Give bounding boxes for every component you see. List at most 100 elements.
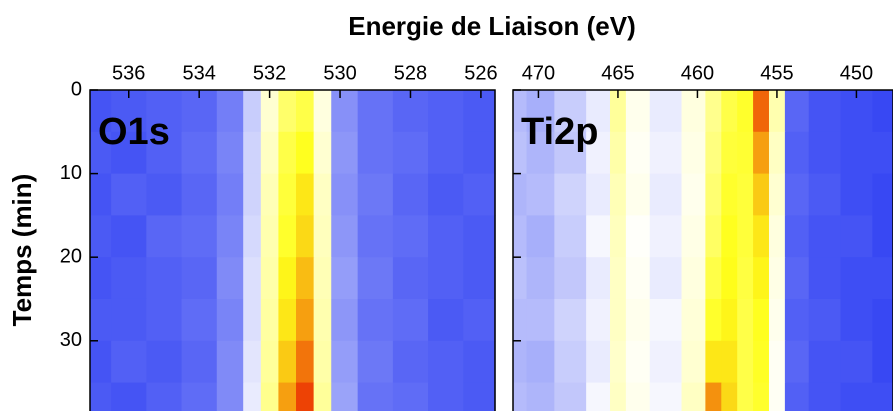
heatmap-cell xyxy=(331,215,359,258)
heatmap-cell xyxy=(554,298,587,342)
heatmap-cell xyxy=(216,257,244,300)
heatmap-cell xyxy=(428,131,464,175)
heatmap-cell xyxy=(463,90,496,133)
heatmap-cell xyxy=(146,382,183,411)
heatmap-cell xyxy=(513,382,528,411)
heatmap-cell xyxy=(146,298,183,342)
heatmap-cell xyxy=(278,298,297,342)
heatmap-cell xyxy=(753,257,770,300)
heatmap-cell xyxy=(243,90,262,133)
heatmap-cell xyxy=(260,173,280,216)
heatmap-cell xyxy=(216,131,244,175)
heatmap-cell xyxy=(554,340,587,384)
heatmap-cell xyxy=(840,131,873,175)
heatmap-cell xyxy=(840,173,873,216)
heatmap-cell xyxy=(296,340,315,384)
heatmap-cell xyxy=(513,298,528,342)
heatmap-cell xyxy=(313,131,332,175)
heatmap-cell xyxy=(243,340,262,384)
heatmap-cell xyxy=(681,340,706,384)
heatmap-cell xyxy=(721,382,738,411)
heatmap-cell xyxy=(463,131,496,175)
y-tick-label: 20 xyxy=(60,245,82,267)
heatmap-cell xyxy=(625,340,651,384)
heatmap-cell xyxy=(681,90,706,133)
heatmap-cell xyxy=(554,131,587,175)
heatmap-cell xyxy=(216,382,244,411)
heatmap-cell xyxy=(737,90,754,133)
heatmap-cell xyxy=(90,382,112,411)
heatmap-cell xyxy=(649,257,683,300)
heatmap-cell xyxy=(609,257,627,300)
heatmap-cell xyxy=(146,215,183,258)
heatmap-cell xyxy=(331,382,359,411)
heatmap-cell xyxy=(513,131,528,175)
heatmap-cell xyxy=(554,215,587,258)
heatmap-cell xyxy=(737,382,754,411)
heatmap-cell xyxy=(313,90,332,133)
heatmap-cell xyxy=(526,173,555,216)
heatmap-cell xyxy=(313,215,332,258)
heatmap-cell xyxy=(526,215,555,258)
heatmap-cell xyxy=(586,340,611,384)
heatmap-cell xyxy=(808,90,842,133)
y-tick-label: 30 xyxy=(60,329,82,351)
heatmap-cell xyxy=(216,340,244,384)
heatmap-cell xyxy=(840,215,873,258)
heatmap-cell xyxy=(428,298,464,342)
heatmap-cell xyxy=(357,131,394,175)
heatmap-cell xyxy=(526,90,555,133)
heatmap-cell xyxy=(463,173,496,216)
x-tick-label: 528 xyxy=(394,62,427,84)
heatmap-cell xyxy=(705,131,722,175)
heatmap-cell xyxy=(260,382,280,411)
heatmap-cell xyxy=(392,131,429,175)
heatmap-cell xyxy=(609,173,627,216)
heatmap-cell xyxy=(296,173,315,216)
heatmap-cell xyxy=(609,90,627,133)
heatmap-cell xyxy=(681,298,706,342)
heatmap-cell xyxy=(753,90,770,133)
heatmap-cell xyxy=(260,340,280,384)
heatmap-cell xyxy=(609,131,627,175)
x-tick-label: 530 xyxy=(323,62,356,84)
heatmap-cell xyxy=(357,173,394,216)
heatmap-cell xyxy=(609,298,627,342)
panel-label: O1s xyxy=(98,111,170,153)
y-tick-label: 0 xyxy=(71,78,82,100)
heatmap-cell xyxy=(111,173,147,216)
heatmap-cell xyxy=(649,340,683,384)
heatmap-cell xyxy=(313,298,332,342)
y-tick-label: 10 xyxy=(60,162,82,184)
heatmap-cell xyxy=(513,90,528,133)
heatmap-cell xyxy=(181,215,218,258)
heatmap-cell xyxy=(296,131,315,175)
heatmap-cell xyxy=(808,215,842,258)
heatmap-cell xyxy=(808,173,842,216)
chart-title: Energie de Liaison (eV) xyxy=(348,11,636,41)
heatmap-cell xyxy=(625,257,651,300)
heatmap-cell xyxy=(243,173,262,216)
heatmap-cell xyxy=(111,340,147,384)
x-tick-label: 450 xyxy=(840,62,873,84)
heatmap-cell xyxy=(463,298,496,342)
heatmap-cell xyxy=(609,215,627,258)
heatmap-cell xyxy=(90,90,112,133)
heatmap-cell xyxy=(260,257,280,300)
heatmap-cell xyxy=(784,173,810,216)
heatmap-cell xyxy=(737,257,754,300)
heatmap-cell xyxy=(331,257,359,300)
heatmap-cell xyxy=(840,298,873,342)
heatmap-cell xyxy=(90,340,112,384)
heatmap xyxy=(513,90,893,411)
heatmap-cell xyxy=(721,298,738,342)
heatmap-cell xyxy=(586,257,611,300)
heatmap-cell xyxy=(357,340,394,384)
heatmap-cell xyxy=(428,173,464,216)
heatmap-cell xyxy=(243,257,262,300)
panel-label: Ti2p xyxy=(521,111,598,153)
heatmap-cell xyxy=(649,90,683,133)
heatmap-cell xyxy=(181,340,218,384)
heatmap-cell xyxy=(625,90,651,133)
heatmap-cell xyxy=(428,257,464,300)
